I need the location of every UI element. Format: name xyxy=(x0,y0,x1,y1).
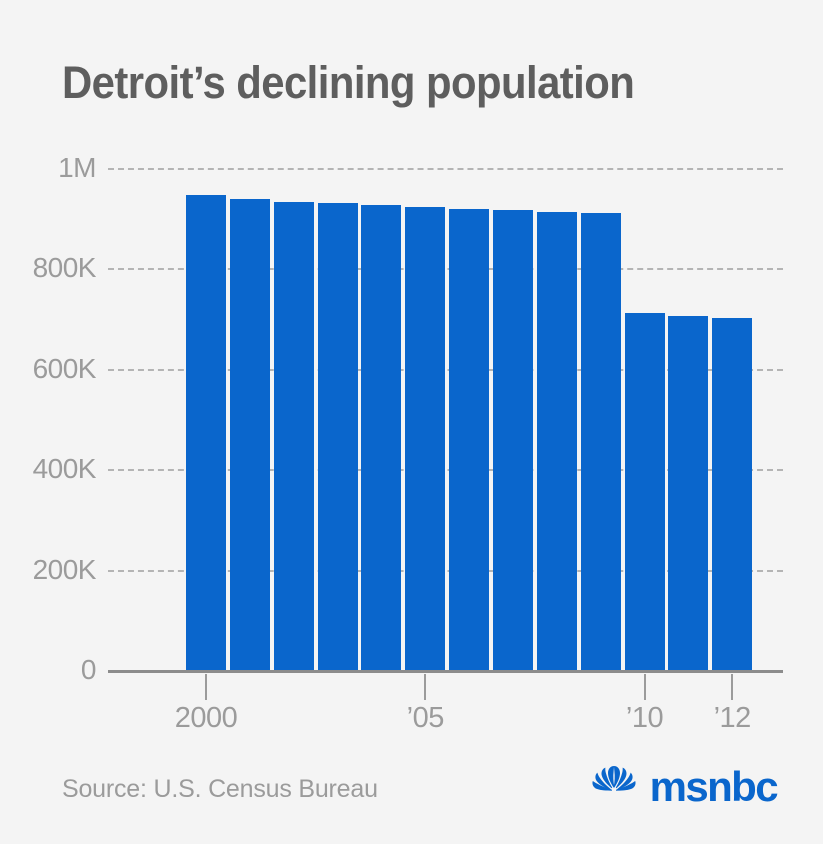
bar xyxy=(492,210,533,670)
x-axis-tick-label: 2000 xyxy=(174,702,238,734)
x-axis-tick xyxy=(643,674,646,700)
plot-area xyxy=(108,168,783,673)
gridline xyxy=(108,268,783,271)
x-axis-line xyxy=(108,670,783,673)
y-axis-tick-label: 800K xyxy=(32,252,97,284)
x-axis-labels: 2000 ’05 ’10 ’12 xyxy=(0,670,823,750)
y-axis-tick-label: 0 xyxy=(80,654,97,685)
nbc-peacock-icon xyxy=(588,763,640,812)
bar xyxy=(317,203,358,670)
gridline xyxy=(108,469,783,472)
y-axis-tick-label: 600K xyxy=(32,352,97,384)
y-axis-tick-label: 1M xyxy=(58,152,96,183)
bar xyxy=(405,207,446,670)
bar xyxy=(536,212,577,670)
x-axis-tick xyxy=(731,674,734,700)
msnbc-wordmark: msnbc xyxy=(649,763,779,810)
x-axis-tick-label: ’12 xyxy=(713,702,752,734)
bar xyxy=(229,199,270,670)
y-axis-labels: 1M 800K 600K 400K 200K 0 xyxy=(0,152,97,685)
bar xyxy=(712,318,753,670)
x-axis-tick xyxy=(424,674,427,700)
bar xyxy=(624,313,665,670)
page-title: Detroit’s declining population xyxy=(62,57,635,108)
msnbc-logo: msnbc xyxy=(588,763,779,812)
bar xyxy=(186,195,226,670)
bar xyxy=(361,205,402,670)
x-axis-tick xyxy=(205,674,207,700)
bar xyxy=(449,209,490,670)
bar xyxy=(668,315,709,670)
gridline xyxy=(108,168,783,170)
gridline xyxy=(108,368,783,371)
x-axis-tick-label: ’05 xyxy=(406,702,445,734)
bar xyxy=(273,202,314,670)
bar-series xyxy=(186,168,758,670)
y-axis-tick-label: 400K xyxy=(32,453,97,485)
source-note: Source: U.S. Census Bureau xyxy=(62,775,378,803)
bar xyxy=(580,213,621,670)
y-axis-tick-label: 200K xyxy=(32,553,97,585)
gridline xyxy=(108,569,783,572)
x-axis-tick-label: ’10 xyxy=(625,702,664,734)
